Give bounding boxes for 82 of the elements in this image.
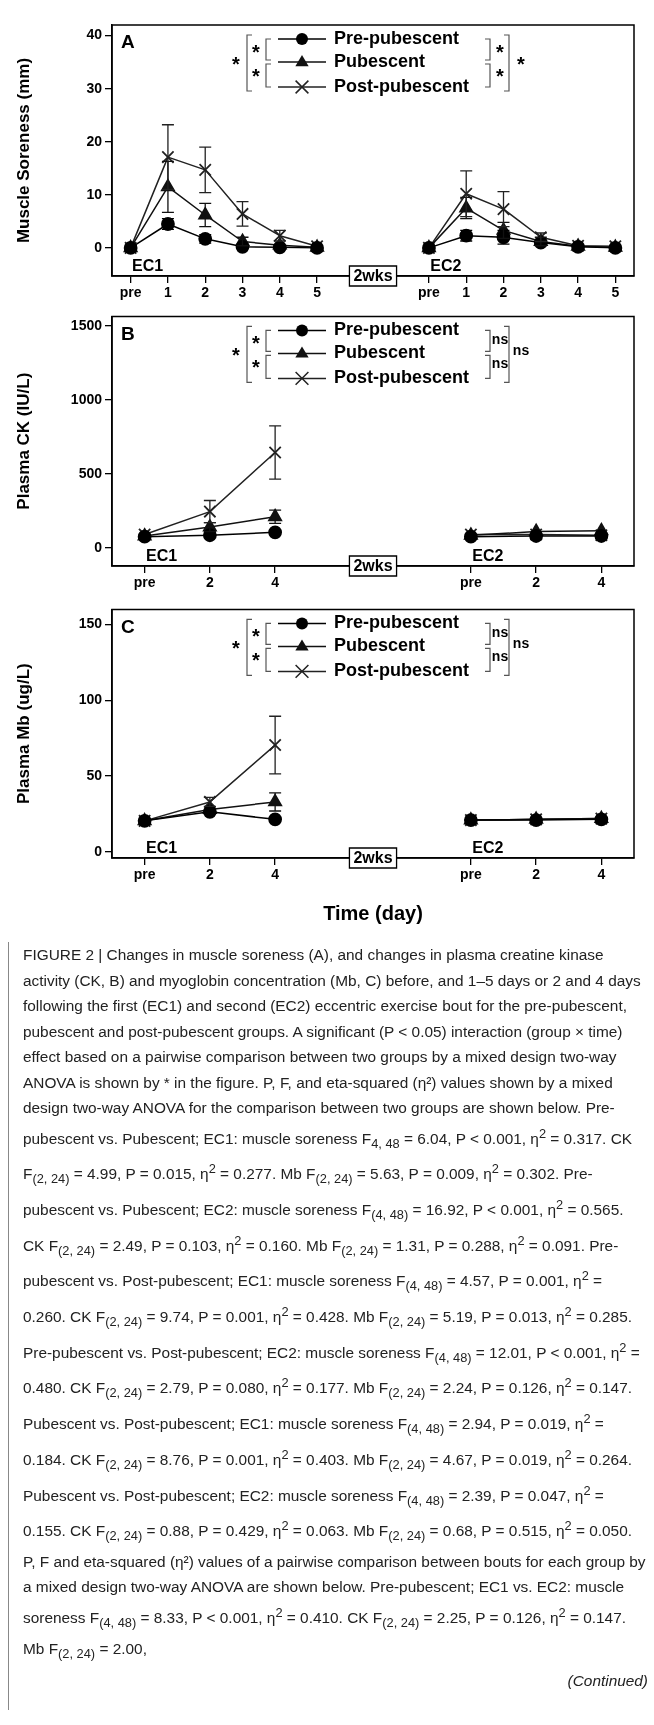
legend-label: Post-pubescent [334,660,470,681]
legend-label: Pubescent [334,50,426,71]
x-tick-label: 4 [275,284,284,301]
x-tick-label: 1 [462,284,471,301]
annotation: C [121,615,135,637]
x-tick-label: 2 [532,866,541,883]
text: (Continued) [566,1672,648,1691]
legend-label: Pubescent [334,342,426,363]
annotation: * [252,356,261,379]
x-tick-label: 2 [201,284,210,301]
legend-label: Pre-pubescent [334,612,460,633]
y-axis-title: Muscle Soreness (mm) [13,57,33,244]
legend-label: Post-pubescent [334,367,470,388]
annotation: ns [491,330,509,347]
annotation: 2wks [353,267,393,285]
annotation: * [232,52,241,75]
annotation: A [121,31,135,53]
annotation: * [252,649,261,672]
annotation: ns [491,354,509,371]
annotation: 2wks [353,849,393,867]
y-tick-label: 100 [78,691,103,708]
x-tick-label: 1 [164,284,173,301]
annotation: EC1 [146,547,178,565]
legend-label: Pre-pubescent [334,27,460,48]
annotation: * [232,636,241,659]
x-tick-label: pre [418,284,441,301]
annotation: * [517,52,526,75]
legend-label: Post-pubescent [334,75,470,96]
x-tick-label: pre [459,866,482,883]
annotation: EC1 [132,257,164,275]
x-tick-label: 3 [238,284,247,301]
annotation: ns [491,623,509,640]
y-tick-label: 0 [94,842,103,859]
annotation: EC2 [472,547,504,565]
y-tick-label: 150 [78,615,103,632]
annotation: EC1 [146,839,178,857]
x-tick-label: 4 [271,574,280,591]
x-tick-label: 5 [313,284,322,301]
x-tick-label: 5 [611,284,620,301]
y-tick-label: 500 [78,464,103,481]
text: FIGURE 2 | Changes in muscle soreness (A), and changes in plasma creatine kinase activity (CK, B) and myoglobin concentration (Mb, C) before, and 1–5 days or 2 and 4 days following the first (EC1) and second (EC2) eccentric exercise bout for the pre-pubescent, pubescent and post-pubescent groups. A significant (P < 0.05) interaction (group × time) effect based on a pairwise comparison between two groups by a mixed design two-way ANOVA is shown by * in the figure. P, F, and eta-squared (η²) values shown by a mixed design two-way ANOVA for the comparison between two groups are shown below. Pre-pubescent vs. Pubescent; EC1: muscle soreness F$_{4, 48}$ = 6.04, P < 0.001, η$^{2}$ = 0.317. CK F$_{(2, 24)}$ = 4.99, P = 0.015, η$^{2}$ = 0.277. Mb F$_{(2, 24)}$ = 5.63, P = 0.009, η$^{2}$ = 0.302. Pre-pubescent vs. Pubescent; EC2: muscle soreness F$_{(4, 48)}$ = 16.92, P < 0.001, η$^{2}$ = 0.565. CK F$_{(2, 24)}$ = 2.49, P = 0.103, η$^{2}$ = 0.160. Mb F$_{(2, 24)}$ = 1.31, P = 0.288, η$^{2}$ = 0.091. Pre-pubescent vs. Post-pubescent; EC1: muscle soreness F$_{(4, 48)}$ = 4.57, P = 0.001, η$^{2}$ = 0.260. CK F$_{(2, 24)}$ = 9.74, P = 0.001, η$^{2}$ = 0.428. Mb F$_{(2, 24)}$ = 5.19, P = 0.013, η$^{2}$ = 0.285. Pre-pubescent vs. Post-pubescent; EC2: muscle soreness F$_{(4, 48)}$ = 12.01, P < 0.001, η$^{2}$ = 0.480. CK F$_{(2, 24)}$ = 2.79, P = 0.080, η$^{2}$ = 0.177. Mb F$_{(2, 24)}$ = 2.24, P = 0.126, η$^{2}$ = 0.147. Pubescent vs. Post-pubescent; EC1: muscle soreness F$_{(4, 48)}$ = 2.94, P = 0.019, η$^{2}$ = 0.184. CK F$_{(2, 24)}$ = 8.76, P = 0.001, η$^{2}$ = 0.403. Mb F$_{(2, 24)}$ = 4.67, P = 0.019, η$^{2}$ = 0.264. Pubescent vs. Post-pubescent; EC2: muscle soreness F$_{(4, 48)}$ = 2.39, P = 0.047, η$^{2}$ = 0.155. CK F$_{(2, 24)}$ = 0.88, P = 0.429, η$^{2}$ = 0.063. Mb F$_{(2, 24)}$ = 0.68, P = 0.515, η$^{2}$ = 0.050. P, F and eta-squared (η²) values of a pairwise comparison between bouts for each group by a mixed design two-way ANOVA are shown below. Pre-pubescent; EC1 vs. EC2: muscle soreness F$_{(4, 48)}$ = 8.33, P < 0.001, η$^{2}$ = 0.410. CK F$_{(2, 24)}$ = 2.25, P = 0.126, η$^{2}$ = 0.147. Mb F$_{(2, 24)}$ = 2.00, [23,946,646,1661]
x-tick-label: 2 [205,866,214,883]
y-tick-label: 10 [86,185,103,202]
x-tick-label: 2 [205,574,214,591]
y-tick-label: 1500 [70,316,103,333]
annotation: EC2 [472,839,504,857]
y-tick-label: 20 [86,132,103,149]
x-axis-title: Time (day) [323,901,423,924]
x-tick-label: 4 [597,866,606,883]
x-tick-label: 4 [574,284,583,301]
annotation: B [121,322,135,344]
y-tick-label: 30 [86,79,103,96]
x-tick-label: pre [459,574,482,591]
annotation: * [252,41,261,64]
y-tick-label: 50 [86,767,103,783]
x-tick-label: pre [133,574,156,591]
x-tick-label: 4 [597,574,606,591]
y-tick-label: 40 [86,26,103,43]
legend-label: Pubescent [334,635,426,656]
annotation: * [252,65,261,88]
legend-label: Pre-pubescent [334,319,460,340]
x-tick-label: 2 [532,574,541,591]
annotation: * [252,625,261,648]
annotation: ns [512,342,530,359]
annotation: * [252,332,261,355]
x-tick-label: 2 [499,284,508,301]
y-tick-label: 0 [94,238,103,255]
x-tick-label: 3 [536,284,545,301]
y-axis-title: Plasma CK (IU/L) [13,372,33,510]
annotation: * [496,65,505,88]
annotation: * [232,343,241,366]
annotation: ns [512,635,530,652]
x-tick-label: pre [119,284,142,301]
annotation: 2wks [353,557,393,575]
x-tick-label: pre [133,866,156,883]
y-axis-title: Plasma Mb (ug/L) [13,663,33,805]
x-tick-label: 4 [271,866,280,883]
annotation: ns [491,647,509,664]
annotation: * [496,41,505,64]
y-tick-label: 0 [94,538,103,555]
annotation: EC2 [430,257,462,275]
y-tick-label: 1000 [70,390,103,407]
